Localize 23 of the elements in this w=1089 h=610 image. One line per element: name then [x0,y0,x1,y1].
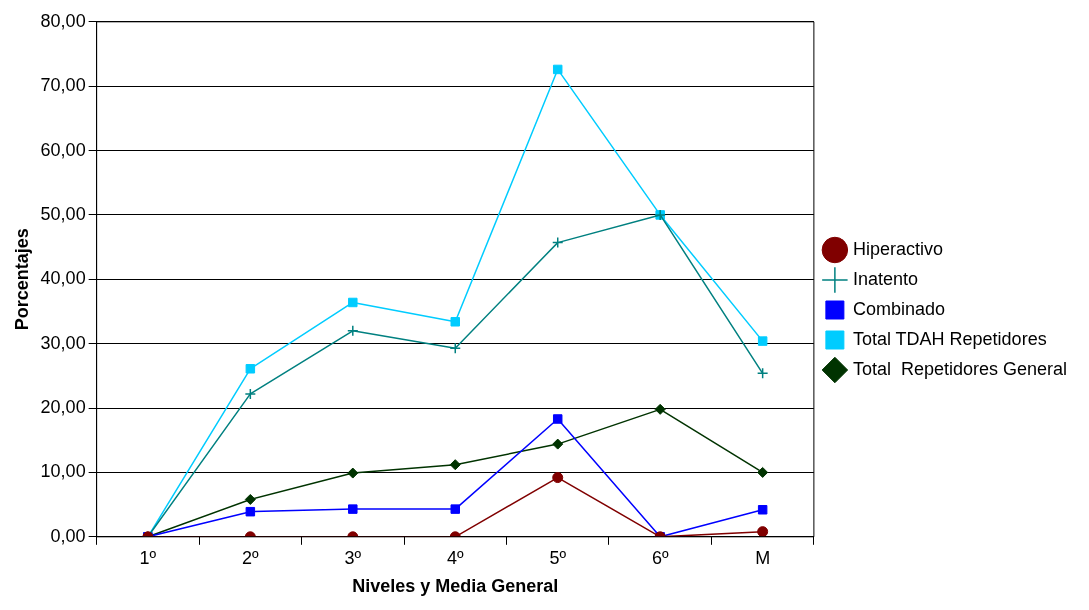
legend-label: Combinado [852,298,945,319]
y-tick-label: 10,00 [40,461,86,482]
y-tick-label: 30,00 [40,332,86,353]
y-tick-label: 40,00 [40,268,86,289]
x-tick-label: 2º [242,547,260,568]
x-tick-label: 6º [651,547,669,568]
y-tick-label: 50,00 [40,203,86,224]
y-tick-label: 0,00 [50,525,86,546]
x-tick-label: 3º [344,547,362,568]
x-tick-label: 1º [139,547,157,568]
x-tick-label: 4º [446,547,464,568]
x-axis-title: Niveles y Media General [352,576,559,597]
legend-label: Total TDAH Repetidores [852,328,1047,349]
legend-label: Hiperactivo [852,238,943,259]
y-axis-title: Porcentajes [11,228,32,331]
legend-label: Total Repetidores General [852,358,1068,379]
y-tick-label: 80,00 [40,10,86,31]
y-tick-label: 20,00 [40,397,86,418]
legend-label: Inatento [852,268,918,289]
y-tick-label: 60,00 [40,139,86,160]
y-tick-label: 70,00 [40,75,86,96]
x-tick-label: 5º [549,547,567,568]
x-tick-label: M [755,547,771,568]
